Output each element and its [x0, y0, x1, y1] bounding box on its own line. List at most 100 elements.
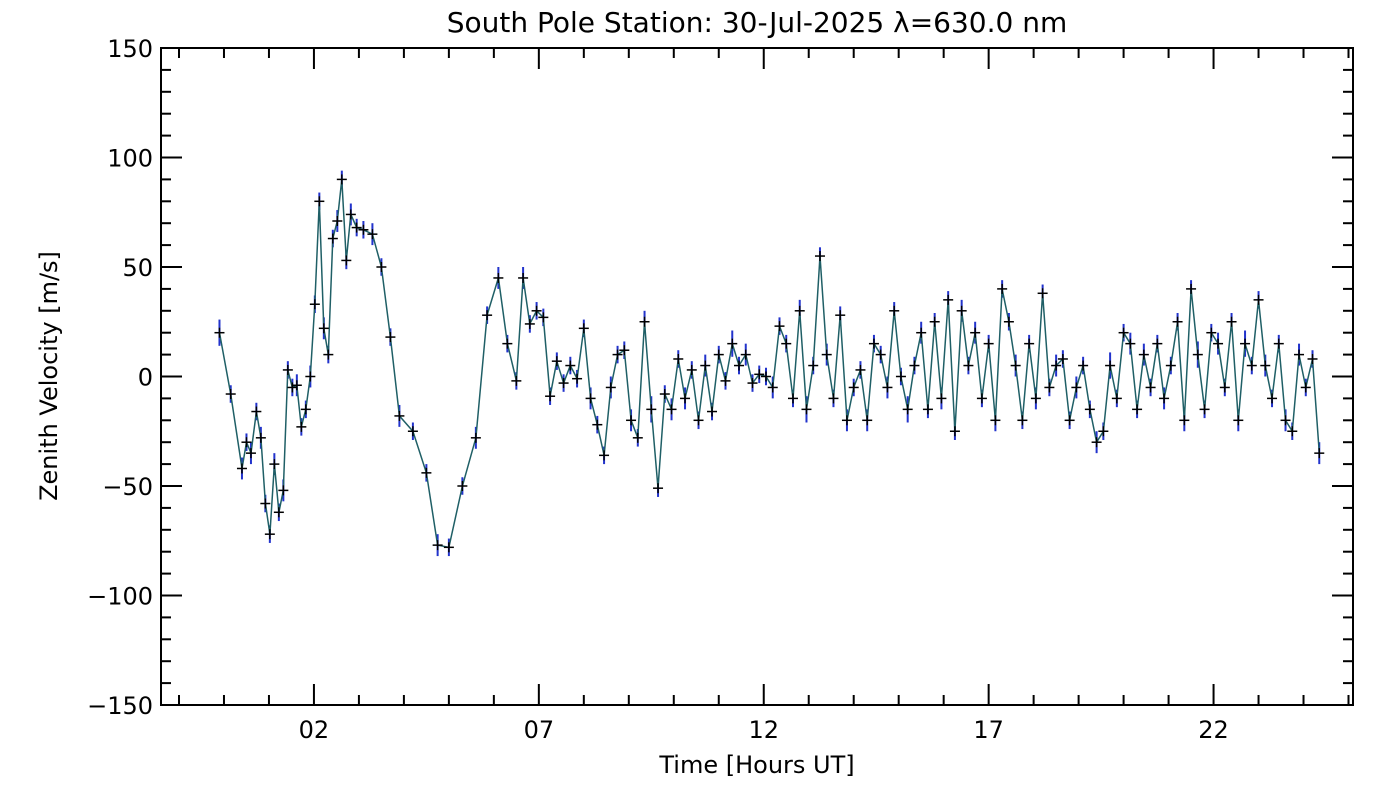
- data-point: [740, 349, 751, 360]
- data-point: [794, 305, 805, 316]
- data-point: [1037, 288, 1048, 299]
- data-point: [727, 338, 738, 349]
- data-point: [1024, 338, 1035, 349]
- data-point: [1213, 338, 1224, 349]
- data-point: [305, 371, 316, 382]
- data-point: [300, 404, 311, 415]
- x-tick-label: 22: [1198, 716, 1229, 744]
- data-point: [432, 540, 443, 551]
- data-point: [336, 174, 347, 185]
- data-point: [214, 327, 225, 338]
- data-point: [902, 404, 913, 415]
- data-point: [318, 323, 329, 334]
- data-point: [538, 312, 549, 323]
- data-point: [309, 299, 320, 310]
- data-point: [551, 356, 562, 367]
- data-point: [801, 404, 812, 415]
- data-point: [241, 437, 252, 448]
- data-point: [341, 255, 352, 266]
- y-tick-label: −150: [87, 692, 153, 720]
- series-line: [218, 179, 1321, 549]
- data-layer: [214, 170, 1325, 557]
- data-point: [1132, 404, 1143, 415]
- data-point: [747, 378, 758, 389]
- data-point: [1044, 382, 1055, 393]
- data-point: [1078, 360, 1089, 371]
- data-point: [1030, 393, 1041, 404]
- data-point: [1152, 338, 1163, 349]
- data-point: [269, 459, 280, 470]
- data-point: [407, 426, 418, 437]
- y-tick-label: 150: [107, 35, 153, 63]
- data-point: [720, 375, 731, 386]
- data-point: [1273, 338, 1284, 349]
- data-point: [855, 364, 866, 375]
- data-point: [493, 272, 504, 283]
- data-point: [332, 216, 343, 227]
- data-point: [1226, 316, 1237, 327]
- data-point: [599, 450, 610, 461]
- data-point: [936, 393, 947, 404]
- data-point: [693, 415, 704, 426]
- data-point: [287, 382, 298, 393]
- data-point: [774, 321, 785, 332]
- data-point: [814, 251, 825, 262]
- data-point: [909, 360, 920, 371]
- data-point: [700, 360, 711, 371]
- data-point: [1098, 426, 1109, 437]
- data-point: [1314, 448, 1325, 459]
- y-tick-label: −100: [87, 583, 153, 611]
- data-point: [245, 448, 256, 459]
- data-point: [1179, 415, 1190, 426]
- data-point: [524, 318, 535, 329]
- data-point: [862, 415, 873, 426]
- data-point: [1084, 404, 1095, 415]
- data-point: [895, 371, 906, 382]
- data-point: [828, 393, 839, 404]
- data-point: [1287, 426, 1298, 437]
- data-point: [282, 364, 293, 375]
- data-point: [841, 415, 852, 426]
- y-tick-label: 100: [107, 145, 153, 173]
- data-point: [963, 360, 974, 371]
- data-point: [1186, 283, 1197, 294]
- data-point: [327, 233, 338, 244]
- data-point: [278, 485, 289, 496]
- data-point: [585, 393, 596, 404]
- data-point: [943, 294, 954, 305]
- x-axis-label: Time [Hours UT]: [658, 751, 854, 779]
- data-point: [646, 404, 657, 415]
- y-tick-label: 0: [138, 364, 153, 392]
- data-point: [592, 419, 603, 430]
- data-point: [1172, 316, 1183, 327]
- data-point: [565, 360, 576, 371]
- data-point: [1091, 437, 1102, 448]
- data-point: [385, 332, 396, 343]
- chart-title: South Pole Station: 30-Jul-2025 λ=630.0 …: [447, 6, 1068, 39]
- data-point: [882, 382, 893, 393]
- x-tick-label: 07: [524, 716, 555, 744]
- data-point: [394, 410, 405, 421]
- data-point: [983, 338, 994, 349]
- data-point: [260, 498, 271, 509]
- data-point: [997, 283, 1008, 294]
- data-point: [835, 310, 846, 321]
- data-point: [1206, 327, 1217, 338]
- data-point: [922, 404, 933, 415]
- data-point: [713, 349, 724, 360]
- y-axis-label: Zenith Velocity [m/s]: [35, 251, 63, 501]
- data-point: [680, 393, 691, 404]
- data-point: [1294, 349, 1305, 360]
- data-point: [889, 305, 900, 316]
- data-point: [255, 432, 266, 443]
- data-point: [707, 406, 718, 417]
- data-point: [443, 542, 454, 553]
- data-point: [1280, 415, 1291, 426]
- data-point: [421, 467, 432, 478]
- data-point: [760, 371, 771, 382]
- data-point: [273, 507, 284, 518]
- data-point: [578, 323, 589, 334]
- data-point: [531, 305, 542, 316]
